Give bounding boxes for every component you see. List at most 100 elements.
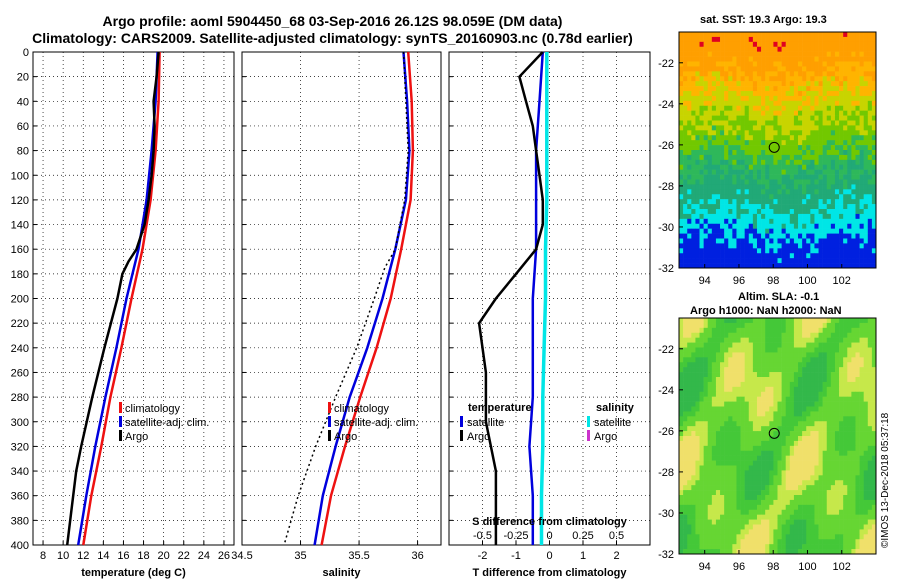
map-cell bbox=[814, 332, 819, 338]
map-cell bbox=[785, 150, 791, 156]
map-cell bbox=[818, 455, 823, 461]
map-cell bbox=[871, 159, 877, 166]
map-cell bbox=[798, 179, 803, 185]
map-cell bbox=[691, 253, 696, 259]
map-cell bbox=[773, 228, 778, 234]
map-cell bbox=[724, 199, 729, 205]
map-cell bbox=[740, 36, 745, 43]
map-cell bbox=[748, 41, 754, 48]
map-cell bbox=[867, 243, 873, 249]
map-cell bbox=[773, 213, 778, 220]
map-cell bbox=[818, 352, 823, 358]
map-cell bbox=[699, 223, 704, 229]
map-cell bbox=[740, 475, 745, 481]
map-cell bbox=[839, 100, 844, 107]
map-cell bbox=[839, 480, 844, 486]
map-cell bbox=[691, 544, 696, 550]
map-cell bbox=[777, 213, 782, 220]
map-cell bbox=[830, 470, 836, 476]
map-cell bbox=[851, 140, 856, 146]
map-cell bbox=[793, 440, 799, 447]
map-cell bbox=[847, 318, 852, 324]
map-cell bbox=[711, 174, 717, 180]
map-cell bbox=[765, 164, 770, 170]
map-cell bbox=[756, 130, 762, 136]
map-cell bbox=[867, 154, 873, 161]
map-cell bbox=[724, 56, 729, 62]
map-cell bbox=[802, 406, 807, 412]
map-cell bbox=[740, 66, 745, 72]
map-cell bbox=[744, 406, 750, 412]
map-cell bbox=[773, 253, 778, 259]
map-cell bbox=[679, 544, 684, 550]
map-cell bbox=[806, 465, 811, 471]
map-cell bbox=[707, 81, 713, 87]
map-cell bbox=[711, 450, 717, 456]
map-cell bbox=[703, 238, 709, 244]
map-cell bbox=[752, 150, 758, 156]
map-cell bbox=[871, 377, 877, 383]
map-cell bbox=[740, 169, 745, 175]
map-cell bbox=[843, 248, 848, 254]
map-cell bbox=[756, 495, 762, 501]
map-cell bbox=[839, 391, 844, 397]
map-cell bbox=[732, 529, 737, 535]
map-cell bbox=[847, 524, 852, 530]
map-cell bbox=[863, 480, 869, 486]
map-cell bbox=[785, 199, 791, 205]
map-cell bbox=[859, 440, 864, 447]
map-cell bbox=[707, 411, 713, 417]
map-cell bbox=[855, 199, 860, 205]
map-cell bbox=[715, 504, 721, 511]
map-cell bbox=[679, 529, 684, 535]
map-cell bbox=[769, 524, 774, 530]
map-cell bbox=[834, 238, 840, 244]
map-cell bbox=[781, 86, 786, 92]
map-cell bbox=[683, 460, 688, 466]
map-cell bbox=[793, 263, 799, 269]
map-cell bbox=[707, 495, 713, 501]
map-cell bbox=[699, 125, 704, 131]
map-cell bbox=[855, 120, 860, 126]
map-cell bbox=[822, 440, 828, 447]
map-cell bbox=[818, 179, 823, 185]
map-cell bbox=[703, 263, 709, 269]
map-cell bbox=[806, 135, 811, 141]
map-cell bbox=[859, 347, 864, 353]
map-cell bbox=[732, 396, 737, 402]
map-cell bbox=[789, 352, 795, 358]
map-cell bbox=[851, 199, 856, 205]
xtick-label-salinity-1: 35 bbox=[294, 550, 306, 562]
sla-lat-label-2: -26 bbox=[658, 426, 674, 438]
map-cell bbox=[711, 524, 717, 530]
map-cell bbox=[802, 332, 807, 338]
map-cell bbox=[859, 396, 864, 402]
map-cell bbox=[687, 529, 692, 535]
map-cell bbox=[703, 431, 709, 437]
map-cell bbox=[744, 514, 750, 520]
map-cell bbox=[818, 258, 823, 264]
map-cell bbox=[752, 455, 758, 461]
map-cell bbox=[756, 41, 762, 48]
map-cell bbox=[720, 495, 725, 501]
map-cell bbox=[732, 91, 737, 97]
map-cell bbox=[818, 327, 823, 334]
map-cell bbox=[826, 544, 832, 550]
map-cell bbox=[777, 549, 782, 555]
map-cell bbox=[769, 318, 774, 324]
map-cell bbox=[711, 401, 717, 407]
map-cell bbox=[851, 228, 856, 234]
map-cell bbox=[736, 377, 741, 383]
map-cell bbox=[830, 322, 836, 329]
map-cell bbox=[834, 105, 840, 111]
map-cell bbox=[744, 318, 750, 324]
map-cell bbox=[691, 490, 696, 496]
map-cell bbox=[867, 248, 873, 254]
map-cell bbox=[720, 509, 725, 515]
map-cell bbox=[699, 95, 704, 102]
map-cell bbox=[756, 411, 762, 417]
map-cell bbox=[683, 120, 688, 126]
map-cell bbox=[740, 495, 745, 501]
map-cell bbox=[687, 110, 692, 116]
map-cell bbox=[695, 519, 700, 525]
